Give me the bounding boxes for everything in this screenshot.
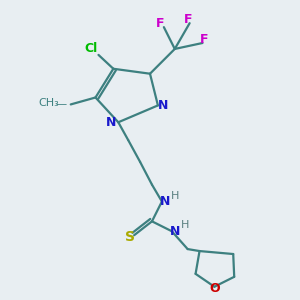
Text: O: O [209,282,220,295]
Text: N: N [160,195,170,208]
Text: N: N [169,225,180,238]
Text: —: — [55,99,66,110]
Text: Cl: Cl [84,42,97,56]
Text: F: F [183,13,192,26]
Text: CH₃: CH₃ [39,98,59,108]
Text: N: N [106,116,116,129]
Text: S: S [125,230,135,244]
Text: F: F [156,17,164,30]
Text: H: H [171,190,179,201]
Text: F: F [200,32,209,46]
Text: N: N [158,99,168,112]
Text: H: H [181,220,189,230]
